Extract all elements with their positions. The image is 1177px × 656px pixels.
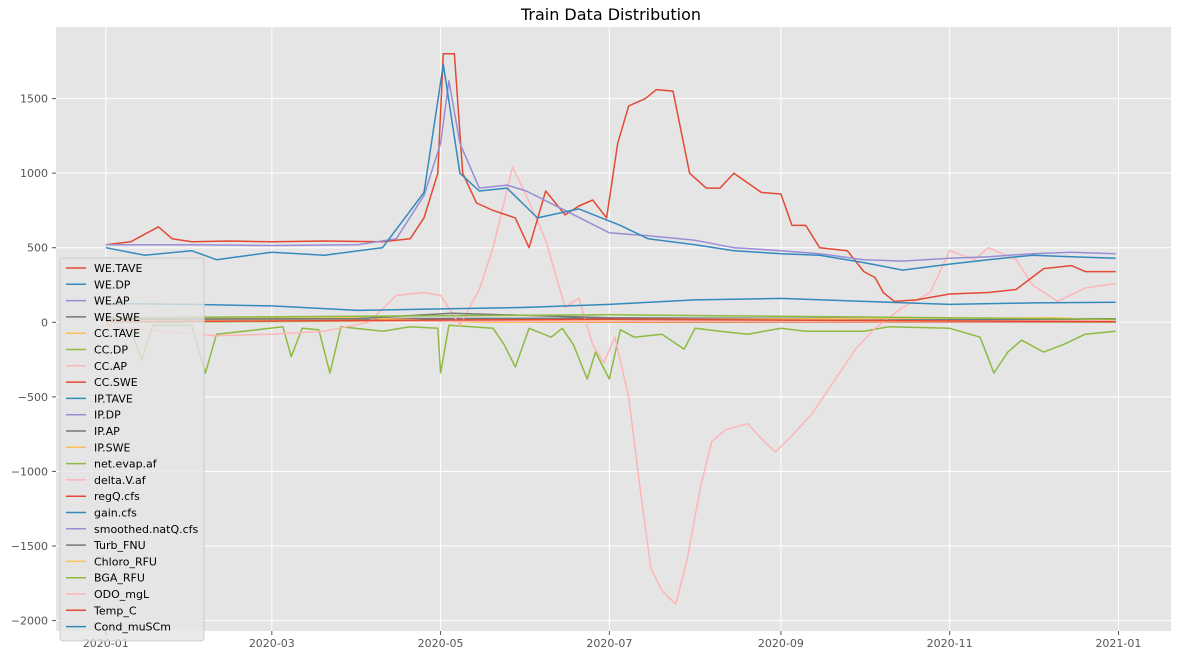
legend-label: regQ.cfs bbox=[94, 490, 140, 503]
x-tick-label: 2020-11 bbox=[927, 637, 973, 650]
legend-label: BGA_RFU bbox=[94, 572, 145, 585]
y-tick-label: −1500 bbox=[11, 540, 48, 553]
y-tick-label: 500 bbox=[27, 242, 48, 255]
legend-label: IP.AP bbox=[94, 425, 120, 438]
series-line-regq-cfs bbox=[105, 53, 1116, 303]
legend-label: Turb_FNU bbox=[93, 539, 146, 552]
x-tick-label: 2020-03 bbox=[249, 637, 295, 650]
y-tick-label: 1000 bbox=[20, 167, 48, 180]
series-line-smoothed-natq-cfs bbox=[105, 79, 1116, 262]
legend-label: smoothed.natQ.cfs bbox=[94, 523, 199, 536]
y-tick-label: −1000 bbox=[11, 465, 48, 478]
y-tick-label: −500 bbox=[18, 391, 48, 404]
legend-label: CC.SWE bbox=[94, 376, 138, 389]
series-line-bga-rfu bbox=[105, 314, 1116, 321]
legend-label: Cond_muSCm bbox=[94, 621, 171, 634]
legend-label: delta.V.af bbox=[94, 474, 147, 487]
x-tick-label: 2021-01 bbox=[1095, 637, 1141, 650]
legend-label: Chloro_RFU bbox=[94, 555, 157, 568]
legend-label: CC.DP bbox=[94, 344, 128, 357]
series-line-gain-cfs bbox=[105, 297, 1116, 312]
x-tick-label: 2020-07 bbox=[586, 637, 632, 650]
chart-title: Train Data Distribution bbox=[520, 5, 701, 24]
y-axis: −2000 −1500 −1000 −500 0 500 1000 1500 bbox=[11, 93, 56, 628]
series-line-temp-c bbox=[105, 318, 1116, 323]
legend-label: Temp_C bbox=[93, 604, 137, 617]
x-tick-label: 2020-09 bbox=[758, 637, 804, 650]
legend-box bbox=[59, 257, 205, 642]
legend-label: CC.TAVE bbox=[94, 327, 140, 340]
legend-label: WE.TAVE bbox=[94, 262, 143, 275]
legend-label: ODO_mgL bbox=[94, 588, 150, 601]
y-tick-label: 0 bbox=[41, 316, 48, 329]
legend-label: WE.AP bbox=[94, 295, 130, 308]
legend-label: IP.DP bbox=[94, 409, 121, 422]
legend-label: CC.AP bbox=[94, 360, 127, 373]
legend-label: WE.SWE bbox=[94, 311, 140, 324]
x-tick-label: 2020-05 bbox=[418, 637, 464, 650]
legend-label: WE.DP bbox=[94, 278, 131, 291]
series-line-net-evap-af bbox=[105, 323, 1116, 380]
plot-background bbox=[56, 27, 1171, 631]
series-line-cond-muscm bbox=[105, 63, 1116, 271]
series-layer bbox=[105, 53, 1116, 605]
legend-label: IP.SWE bbox=[94, 441, 131, 454]
legend-label: gain.cfs bbox=[94, 507, 137, 520]
series-line-delta-v-af bbox=[105, 166, 1116, 605]
legend-label: IP.TAVE bbox=[94, 392, 133, 405]
y-tick-label: 1500 bbox=[20, 93, 48, 106]
legend: WE.TAVE WE.DP WE.AP WE.SWE CC.TAVE CC.DP CC.AP… bbox=[59, 257, 205, 642]
y-tick-label: −2000 bbox=[11, 615, 48, 628]
x-axis: 2020-01 2020-03 2020-05 2020-07 2020-09 2020-… bbox=[83, 631, 1141, 650]
legend-label: net.evap.af bbox=[94, 458, 158, 471]
